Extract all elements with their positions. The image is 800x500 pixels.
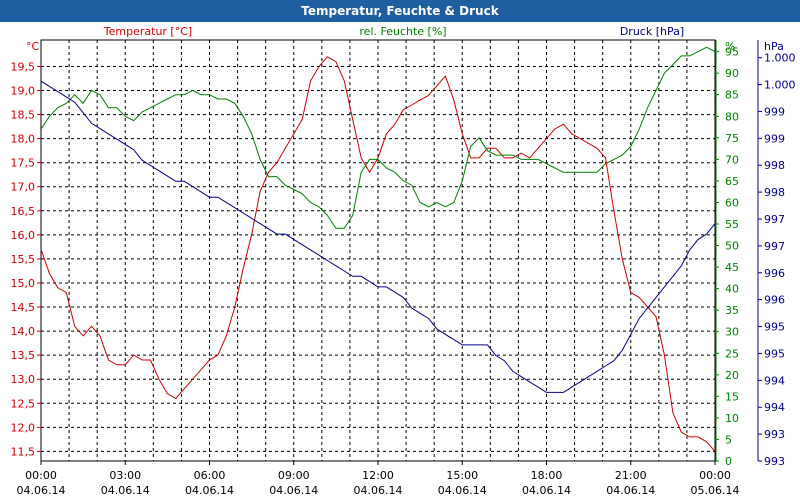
humidity-tick-label: 35: [725, 304, 739, 317]
axis-labels: Temperatur [°C] rel. Feuchte [%] Druck [hP…: [103, 25, 684, 38]
time-axis: 00:00 04.06.14 03:00 04.06.14 06:00 04.06.14 0…: [17, 461, 740, 497]
time-tick-label: 06:00: [194, 469, 226, 482]
date-tick-label: 04.06.14: [354, 484, 403, 497]
time-tick-label: 18:00: [531, 469, 563, 482]
temperature-tick-label: 16,5: [11, 205, 36, 218]
grid-lines: [41, 40, 715, 461]
date-tick-label: 04.06.14: [522, 484, 571, 497]
humidity-tick-label: 85: [725, 89, 739, 102]
time-tick-label: 21:00: [615, 469, 647, 482]
humidity-tick-label: 55: [725, 218, 739, 231]
pressure-axis-label: Druck [hPa]: [620, 25, 684, 38]
pressure-tick-label: 998: [764, 186, 785, 199]
time-tick-label: 03:00: [109, 469, 141, 482]
pressure-tick-label: 997: [764, 240, 785, 253]
temperature-tick-label: 15,0: [11, 277, 36, 290]
temperature-tick-label: 18,5: [11, 109, 36, 122]
humidity-tick-label: 60: [725, 196, 739, 209]
humidity-tick-label: 25: [725, 347, 739, 360]
temperature-tick-label: 12,0: [11, 421, 36, 434]
date-tick-label: 05.06.14: [691, 484, 740, 497]
humidity-tick-label: 40: [725, 283, 739, 296]
time-tick-label: 00:00: [25, 469, 57, 482]
temperature-tick-label: 19,5: [11, 60, 36, 73]
temperature-tick-label: 14,5: [11, 301, 36, 314]
time-tick-label: 15:00: [446, 469, 478, 482]
humidity-tick-label: 65: [725, 175, 739, 188]
humidity-tick-label: 70: [725, 153, 739, 166]
date-tick-label: 04.06.14: [269, 484, 318, 497]
pressure-tick-label: 994: [764, 374, 785, 387]
pressure-tick-label: 997: [764, 213, 785, 226]
pressure-tick-label: 1.000: [764, 52, 796, 65]
humidity-axis: 0 5 10 15 20 25 30 35 40 45 50 55 60 65 70 75 80 85 90 95%: [715, 40, 739, 468]
series-lines: [40, 46, 716, 452]
humidity-tick-label: 50: [725, 240, 739, 253]
temperature-tick-label: 17,0: [11, 181, 36, 194]
temperature-tick-label: 13,5: [11, 349, 36, 362]
pressure-tick-label: 1.000: [764, 79, 796, 92]
temperature-tick-label: 14,0: [11, 325, 36, 338]
humidity-tick-label: 95: [725, 46, 739, 59]
date-tick-label: 04.06.14: [101, 484, 150, 497]
date-tick-label: 04.06.14: [606, 484, 655, 497]
temperature-tick-label: 11,5: [11, 445, 36, 458]
pressure-unit: hPa: [764, 40, 784, 53]
humidity-axis-label: rel. Feuchte [%]: [359, 25, 446, 38]
pressure-line: [40, 80, 716, 393]
pressure-tick-label: 993: [764, 428, 785, 441]
humidity-tick-label: 45: [725, 261, 739, 274]
humidity-tick-label: 80: [725, 110, 739, 123]
pressure-tick-label: 995: [764, 321, 785, 334]
humidity-line: [40, 46, 716, 229]
pressure-tick-label: 996: [764, 294, 785, 307]
humidity-tick-label: 90: [725, 67, 739, 80]
humidity-tick-label: 20: [725, 369, 739, 382]
temperature-unit: °C: [26, 40, 40, 53]
time-tick-label: 12:00: [362, 469, 394, 482]
humidity-tick-label: 10: [725, 412, 739, 425]
humidity-tick-label: 15: [725, 390, 739, 403]
temperature-tick-label: 17,5: [11, 157, 36, 170]
pressure-tick-label: 999: [764, 105, 785, 118]
humidity-tick-label: 5: [725, 433, 732, 446]
temperature-tick-label: 15,5: [11, 253, 36, 266]
temperature-tick-label: 13,0: [11, 373, 36, 386]
temperature-tick-label: 12,5: [11, 397, 36, 410]
date-tick-label: 04.06.14: [185, 484, 234, 497]
date-tick-label: 04.06.14: [17, 484, 66, 497]
pressure-tick-label: 996: [764, 267, 785, 280]
pressure-tick-label: 999: [764, 132, 785, 145]
temperature-tick-label: 16,0: [11, 229, 36, 242]
pressure-tick-label: 993: [764, 455, 785, 468]
temperature-line: [40, 56, 716, 452]
pressure-tick-label: 994: [764, 401, 785, 414]
temperature-axis: 11,5 12,0 12,5 13,0 13,5 14,0 14,5 15,0 15,5 16,0…: [11, 40, 41, 458]
pressure-axis: 993 993 994 994 995 995 996 996 997 997 998 998 999 9…: [757, 40, 796, 468]
humidity-unit: %: [725, 40, 735, 53]
humidity-tick-label: 30: [725, 326, 739, 339]
pressure-tick-label: 998: [764, 159, 785, 172]
time-tick-label: 09:00: [278, 469, 310, 482]
humidity-tick-label: 0: [725, 455, 732, 468]
temperature-tick-label: 18,0: [11, 133, 36, 146]
temperature-axis-label: Temperatur [°C]: [103, 25, 192, 38]
humidity-tick-label: 75: [725, 132, 739, 145]
window-title: Temperatur, Feuchte & Druck: [0, 0, 800, 22]
temperature-tick-label: 19,0: [11, 85, 36, 98]
pressure-tick-label: 995: [764, 347, 785, 360]
date-tick-label: 04.06.14: [438, 484, 487, 497]
time-tick-label: 00:00: [699, 469, 731, 482]
